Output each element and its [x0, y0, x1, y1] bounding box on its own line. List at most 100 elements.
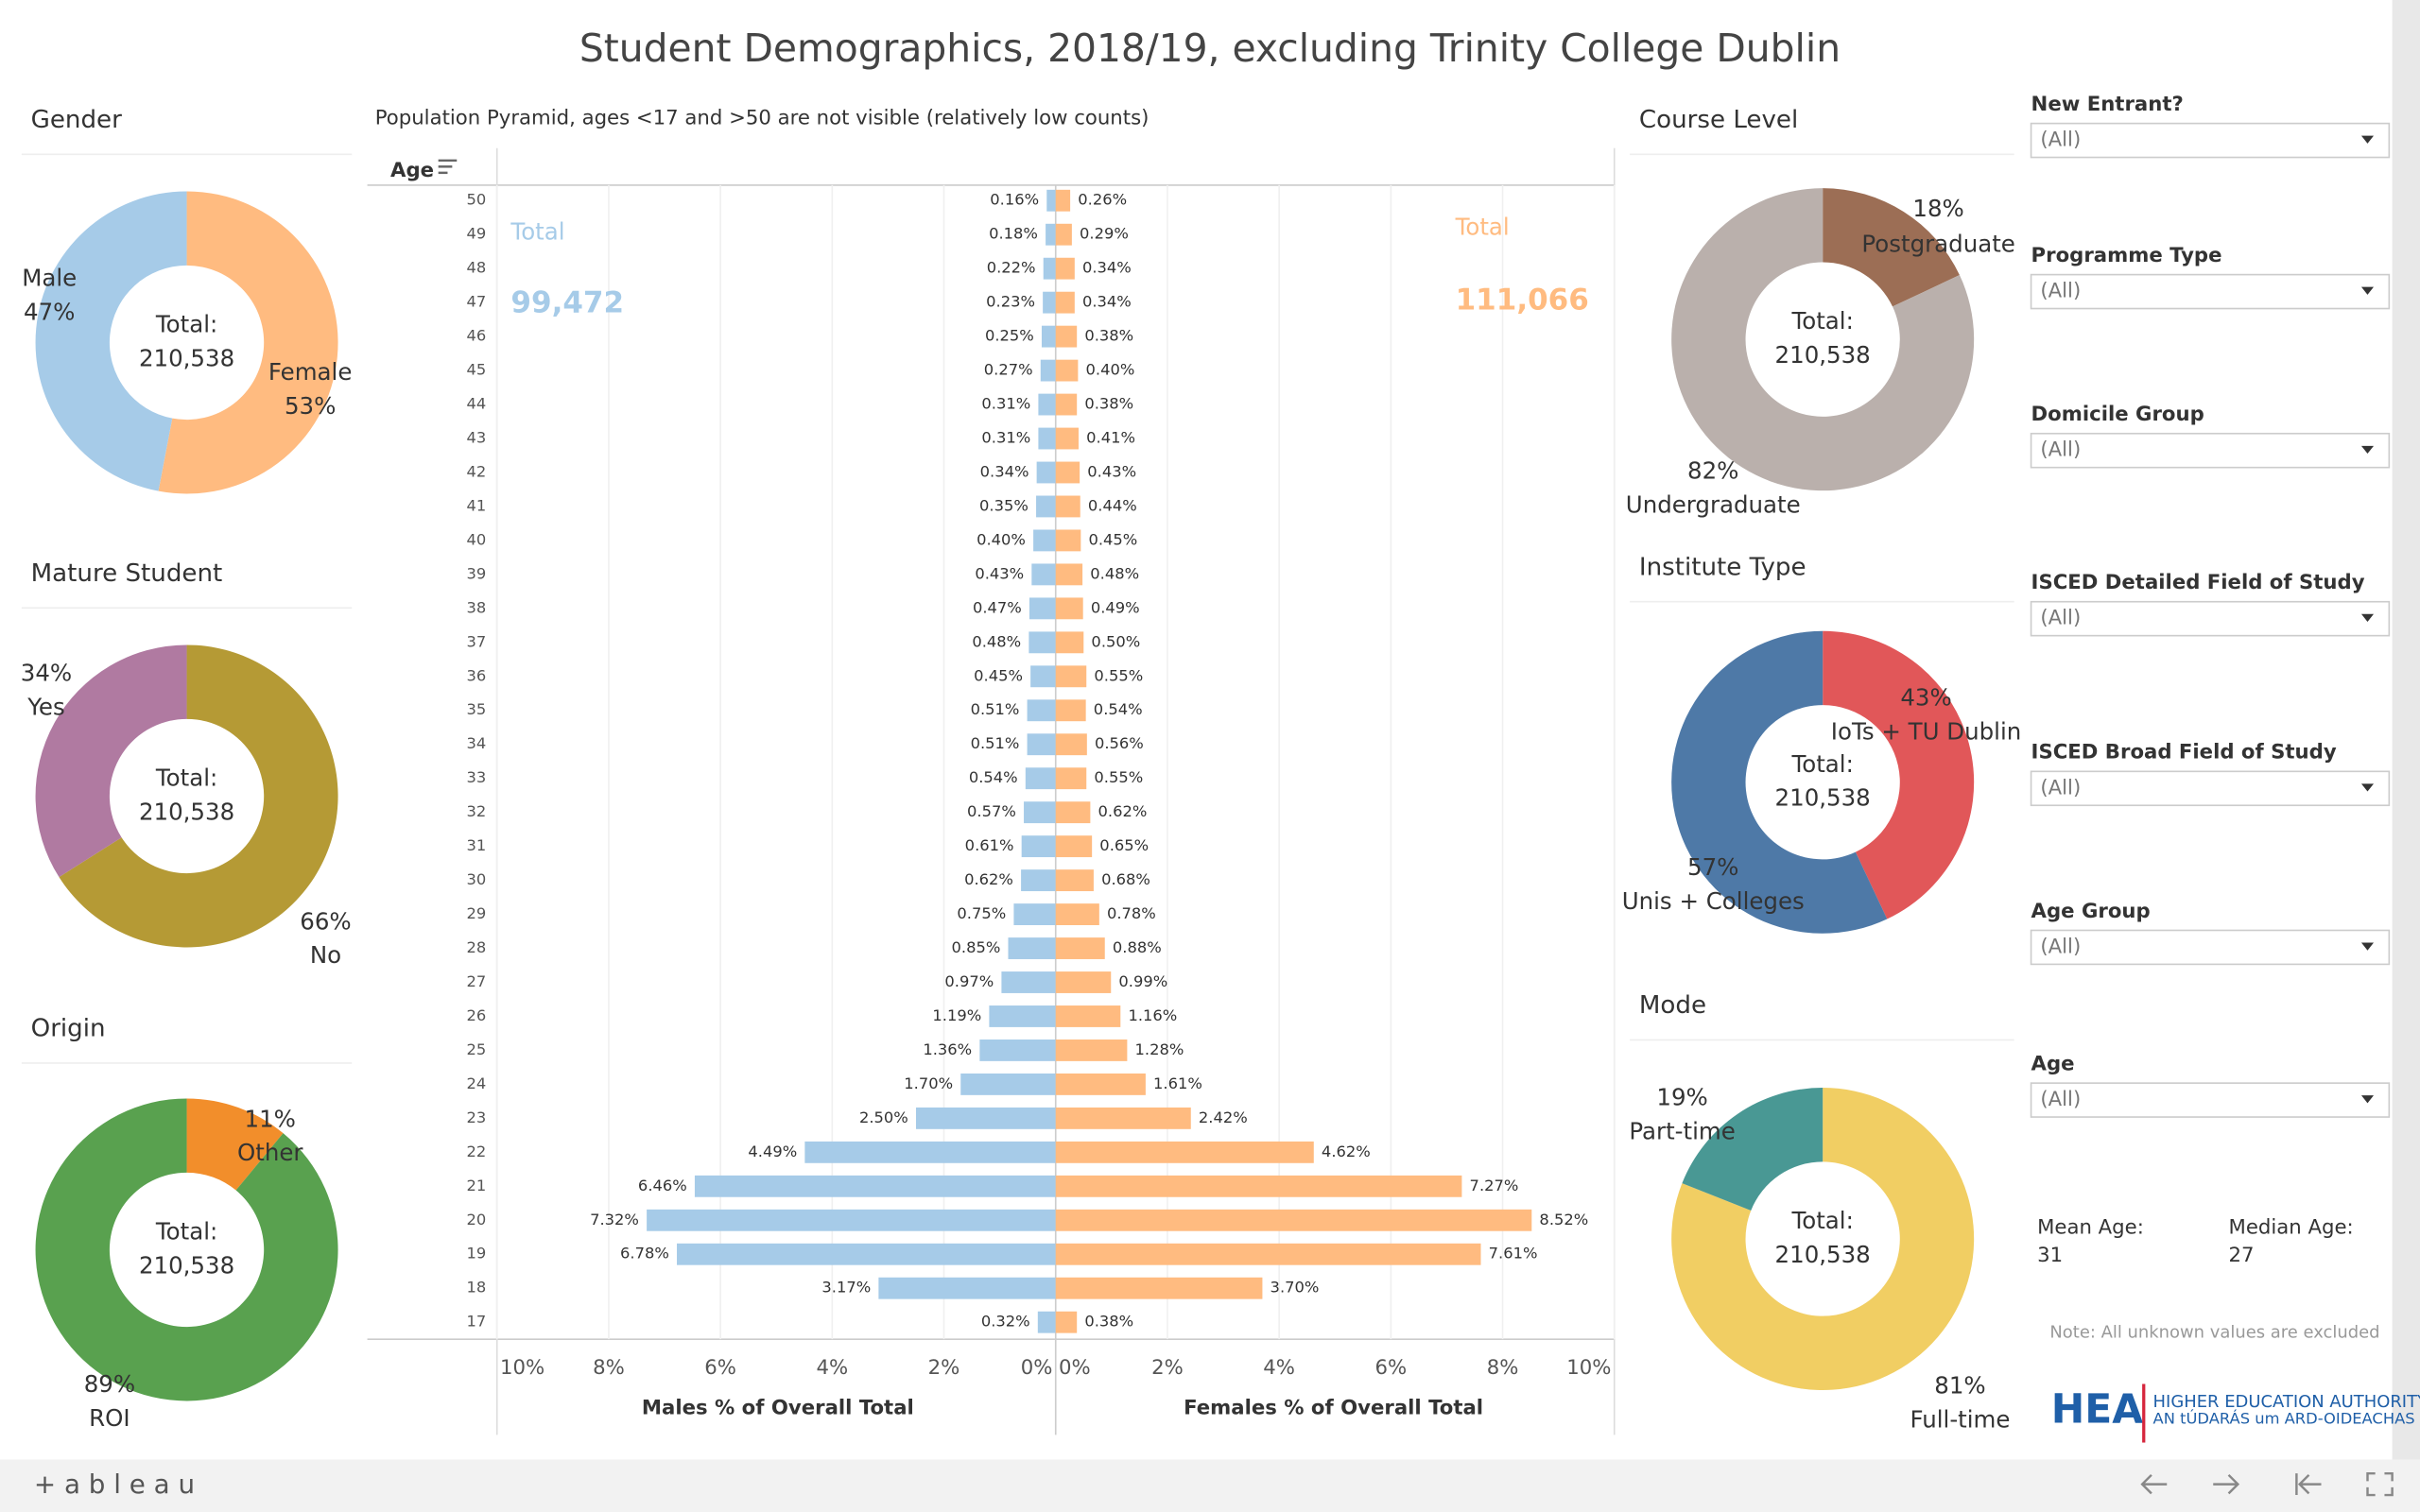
pyramid-bar: [1027, 699, 1056, 722]
bar-value-label: 1.16%: [1128, 1006, 1177, 1024]
bar-value-label: 1.61%: [1153, 1074, 1202, 1092]
segment-label: Female: [268, 358, 352, 386]
age-label: 22: [467, 1143, 487, 1160]
dropdown-arrow[interactable]: [2360, 286, 2375, 295]
bar-value-label: 7.32%: [590, 1211, 639, 1228]
segment-label: Full-time: [1910, 1406, 2010, 1434]
pyramid-bar: [1055, 189, 1071, 212]
dropdown-arrow[interactable]: [2360, 613, 2375, 622]
dropdown-arrow[interactable]: [2360, 783, 2375, 792]
pyramid-bar: [1028, 597, 1056, 620]
x-axis-title: Males % of Overall Total: [642, 1397, 914, 1420]
bar-value-label: 0.48%: [972, 632, 1021, 650]
nav-fullscreen-button[interactable]: [2366, 1471, 2394, 1497]
x-tick-label: 2%: [928, 1356, 960, 1380]
filter-dropdown[interactable]: [2030, 770, 2391, 807]
bar-value-label: 0.40%: [977, 530, 1026, 548]
age-label: 41: [467, 496, 487, 514]
filter-dropdown[interactable]: [2030, 929, 2391, 966]
bar-value-label: 7.27%: [1470, 1177, 1519, 1194]
pyramid-bar: [1055, 835, 1093, 858]
dropdown-arrow[interactable]: [2360, 135, 2375, 144]
filter-dropdown[interactable]: [2030, 273, 2391, 310]
bar-value-label: 0.43%: [975, 564, 1024, 582]
donut-segment: [158, 191, 338, 494]
filter-dropdown[interactable]: [2030, 600, 2391, 637]
bar-value-label: 6.46%: [638, 1177, 687, 1194]
donut-segment: [1671, 188, 1975, 491]
bar-value-label: 1.28%: [1135, 1040, 1184, 1058]
segment-value-label: 57%: [1687, 853, 1738, 881]
stat-label: Mean Age:: [2037, 1216, 2144, 1240]
bar-value-label: 0.45%: [974, 666, 1023, 684]
nav-back-button[interactable]: [2140, 1473, 2168, 1495]
bar-value-label: 0.85%: [952, 938, 1001, 956]
bar-value-label: 0.22%: [987, 259, 1036, 277]
segment-value-label: 66%: [300, 907, 351, 935]
donut-segment: [35, 191, 187, 491]
dropdown-arrow[interactable]: [2360, 942, 2375, 951]
pyramid-bar: [1055, 563, 1083, 586]
footer-brand[interactable]: + a b l e a u: [34, 1469, 195, 1500]
dropdown-arrow[interactable]: [2360, 1095, 2375, 1104]
donut-center-text: Total:: [155, 310, 217, 337]
segment-label: Other: [237, 1139, 303, 1166]
segment-label: Male: [22, 265, 77, 292]
dropdown-arrow[interactable]: [2360, 445, 2375, 454]
bar-value-label: 3.17%: [821, 1279, 871, 1297]
pyramid-bar: [1055, 937, 1105, 959]
pyramid-bar: [1055, 1243, 1481, 1265]
bar-value-label: 0.97%: [944, 972, 994, 990]
donut-segment: [186, 1098, 284, 1191]
age-label: 23: [467, 1108, 487, 1126]
nav-first-button[interactable]: [2295, 1473, 2322, 1496]
bar-value-label: 0.16%: [990, 191, 1039, 209]
pyramid-bar: [1021, 835, 1056, 858]
pyramid-bar: [1040, 359, 1056, 382]
section-title: Mode: [1639, 991, 1706, 1020]
age-label: 34: [467, 734, 487, 752]
age-label: 30: [467, 870, 487, 888]
pyramid-bar: [1055, 665, 1087, 688]
chart-subtitle: Population Pyramid, ages <17 and >50 are…: [375, 107, 1150, 130]
donut-center-text: Total:: [155, 764, 217, 791]
pyramid-bar: [960, 1073, 1056, 1095]
pyramid-bar: [1055, 767, 1087, 790]
pyramid-bar: [1024, 801, 1056, 824]
bar-value-label: 0.45%: [1088, 530, 1137, 548]
age-label: 33: [467, 768, 487, 786]
total-value: 111,066: [1456, 283, 1589, 317]
filter-label: Programme Type: [2031, 244, 2222, 267]
logo-line: AN tÚDARÁS um ARD-OIDEACHAS: [2153, 1410, 2415, 1428]
filter-label: ISCED Broad Field of Study: [2031, 741, 2337, 765]
bar-value-label: 0.55%: [1094, 768, 1143, 786]
filter-label: Age Group: [2031, 900, 2151, 923]
filter-dropdown[interactable]: [2030, 432, 2391, 469]
filter-dropdown[interactable]: [2030, 122, 2391, 159]
donut-center-text: Total:: [155, 1217, 217, 1245]
segment-value-label: 81%: [1934, 1372, 1985, 1400]
filter-label: Age: [2031, 1053, 2075, 1076]
filter-dropdown[interactable]: [2030, 1082, 2391, 1118]
bar-value-label: 3.70%: [1270, 1279, 1320, 1297]
pyramid-bar: [1055, 427, 1079, 450]
nav-forward-button[interactable]: [2213, 1473, 2240, 1495]
pyramid-bar: [1043, 257, 1056, 280]
pyramid-bar: [694, 1175, 1056, 1197]
footer-bar: [0, 1459, 2420, 1512]
segment-label: Part-time: [1629, 1117, 1735, 1144]
bar-value-label: 0.57%: [967, 802, 1016, 820]
bar-value-label: 0.26%: [1078, 191, 1127, 209]
bar-value-label: 0.47%: [973, 598, 1022, 616]
pyramid-bar: [1055, 801, 1091, 824]
pyramid-bar: [1055, 223, 1072, 246]
segment-value-label: 47%: [24, 298, 75, 325]
pyramid-bar: [1055, 257, 1075, 280]
segment-label: Unis + Colleges: [1622, 887, 1805, 915]
pyramid-bar: [1055, 1107, 1191, 1129]
x-axis-title: Females % of Overall Total: [1184, 1397, 1483, 1420]
pyramid-bar: [1038, 393, 1056, 416]
bar-value-label: 0.51%: [971, 734, 1020, 752]
x-tick-label: 10%: [1566, 1356, 1611, 1380]
